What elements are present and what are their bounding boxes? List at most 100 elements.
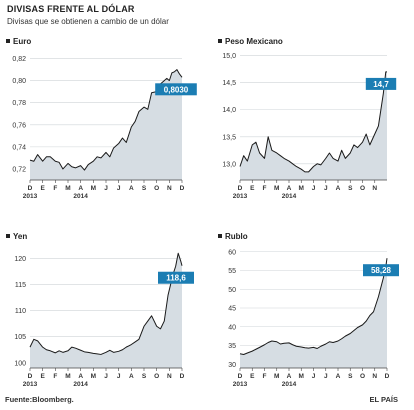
title-bullet-icon: [218, 39, 222, 43]
y-tick-label: 35: [228, 343, 236, 350]
x-tick-label: O: [154, 185, 159, 192]
last-value-label: 14,7: [373, 80, 389, 89]
last-value-label: 58,28: [371, 266, 392, 275]
x-tick-label: M: [299, 373, 304, 380]
y-tick-label: 105: [14, 334, 26, 341]
x-tick-label: A: [78, 373, 83, 380]
x-tick-label: A: [287, 185, 292, 192]
x-tick-label: D: [238, 185, 243, 192]
y-tick-label: 0,72: [12, 166, 26, 173]
x-year-label: 2014: [73, 381, 88, 388]
x-tick-label: J: [104, 185, 108, 192]
y-tick-label: 15,0: [222, 53, 236, 60]
last-value-callout: [158, 271, 194, 284]
y-tick-label: 13,5: [222, 134, 236, 141]
series-line: [239, 71, 387, 173]
x-tick-label: J: [324, 373, 328, 380]
page-subtitle: Divisas que se obtienen a cambio de un d…: [7, 17, 169, 26]
x-tick-label: F: [53, 373, 57, 380]
x-tick-label: J: [104, 373, 108, 380]
x-tick-label: D: [180, 373, 185, 380]
x-tick-label: D: [28, 373, 33, 380]
x-tick-label: S: [142, 185, 147, 192]
x-tick-label: N: [167, 185, 172, 192]
x-tick-label: S: [348, 185, 353, 192]
series-line: [29, 69, 183, 171]
series-area: [30, 69, 182, 180]
series-area: [240, 258, 387, 368]
last-value-callout: [155, 83, 197, 96]
x-tick-label: D: [238, 373, 243, 380]
x-tick-label: J: [312, 373, 316, 380]
x-tick-label: N: [372, 373, 377, 380]
x-tick-label: D: [180, 185, 185, 192]
y-tick-label: 45: [228, 306, 236, 313]
x-year-label: 2014: [282, 193, 297, 200]
x-tick-label: J: [312, 185, 316, 192]
last-value-label: 0,8030: [164, 85, 189, 94]
x-tick-label: M: [91, 185, 96, 192]
x-tick-label: M: [91, 373, 96, 380]
x-tick-label: E: [250, 373, 255, 380]
y-tick-label: 0,80: [12, 78, 26, 85]
y-tick-label: 50: [228, 287, 236, 294]
y-tick-label: 30: [228, 362, 236, 369]
title-bullet-icon: [218, 234, 222, 238]
x-tick-label: F: [263, 185, 267, 192]
x-tick-label: O: [360, 185, 365, 192]
x-tick-label: A: [78, 185, 83, 192]
y-tick-label: 110: [15, 308, 26, 315]
y-tick-label: 0,76: [12, 122, 26, 129]
x-year-label: 2013: [233, 381, 248, 388]
x-tick-label: N: [372, 185, 377, 192]
series-area: [30, 253, 182, 368]
x-tick-label: M: [65, 185, 70, 192]
y-tick-label: 14,0: [222, 107, 236, 114]
series-line: [29, 252, 183, 355]
y-tick-label: 115: [15, 282, 26, 289]
x-tick-label: O: [154, 373, 159, 380]
y-tick-label: 13,0: [222, 161, 236, 168]
y-tick-label: 60: [228, 249, 236, 256]
x-tick-label: S: [142, 373, 147, 380]
y-tick-label: 14,5: [222, 80, 236, 87]
x-year-label: 2013: [23, 193, 38, 200]
x-tick-label: A: [336, 185, 341, 192]
x-year-label: 2013: [233, 193, 248, 200]
x-tick-label: S: [348, 373, 353, 380]
x-tick-label: N: [167, 373, 172, 380]
publisher-name: EL PAÍS: [369, 395, 398, 404]
x-tick-label: O: [360, 373, 365, 380]
chart-title: Rublo: [225, 232, 248, 241]
y-tick-label: 0,82: [12, 56, 26, 63]
last-value-label: 118,6: [166, 274, 186, 283]
x-tick-label: J: [117, 373, 121, 380]
x-tick-label: F: [263, 373, 267, 380]
y-tick-label: 40: [228, 324, 236, 331]
x-tick-label: J: [324, 185, 328, 192]
x-tick-label: E: [40, 185, 45, 192]
x-tick-label: M: [65, 373, 70, 380]
y-tick-label: 120: [14, 256, 26, 263]
last-value-callout: [365, 77, 397, 90]
chart-title: Euro: [13, 37, 31, 46]
y-tick-label: 0,74: [12, 144, 26, 151]
x-tick-label: M: [274, 185, 279, 192]
x-tick-label: J: [117, 185, 121, 192]
source-note: Fuente:Bloomberg.: [5, 395, 74, 404]
x-year-label: 2014: [73, 193, 88, 200]
x-tick-label: M: [299, 185, 304, 192]
x-tick-label: D: [28, 185, 33, 192]
page-title: DIVISAS FRENTE AL DÓLAR: [7, 4, 135, 14]
x-year-label: 2013: [23, 381, 38, 388]
x-tick-label: A: [129, 185, 134, 192]
x-year-label: 2014: [282, 381, 297, 388]
x-tick-label: E: [250, 185, 255, 192]
y-tick-label: 55: [228, 268, 236, 275]
x-tick-label: D: [385, 373, 390, 380]
x-tick-label: F: [53, 185, 57, 192]
